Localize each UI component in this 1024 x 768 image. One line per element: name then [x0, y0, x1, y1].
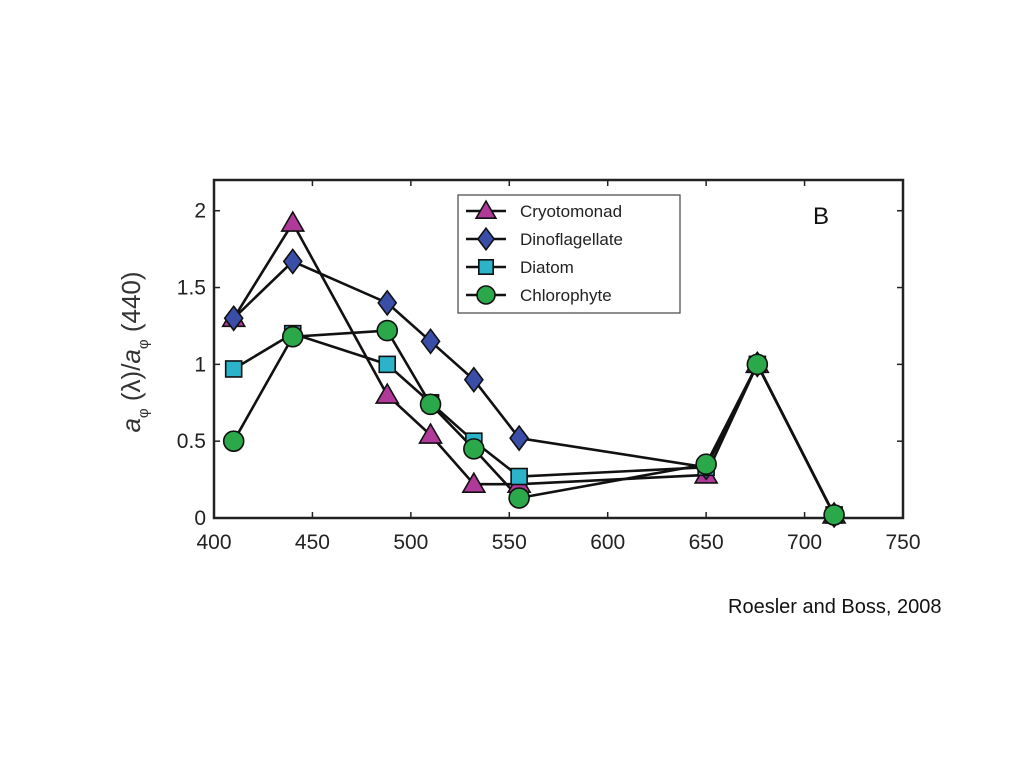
ylabel-end: (440)	[116, 271, 146, 339]
x-tick-label: 600	[590, 531, 625, 554]
x-tick-label: 650	[689, 531, 724, 554]
ylabel-sub1: φ	[135, 408, 152, 418]
diatom-point	[378, 355, 397, 374]
legend-marker-cryotomonad	[474, 199, 498, 219]
ylabel-mid: (λ)/	[116, 363, 146, 409]
legend-label-chlorophyte: Chlorophyte	[520, 286, 612, 305]
legend: Cryotomonad Dinoflagellate Diatom Chlorophy…	[457, 194, 681, 314]
y-tick-label: 0.5	[177, 430, 206, 453]
chlorophyte-point	[746, 353, 769, 376]
x-tick-label: 700	[787, 531, 822, 554]
ylabel-sub2: φ	[135, 339, 152, 349]
y-tick-label: 1.5	[177, 277, 206, 300]
legend-marker-diatom	[477, 258, 494, 275]
ylabel-a2: a	[116, 349, 146, 363]
x-tick-label: 750	[885, 531, 920, 554]
chlorophyte-point	[222, 430, 245, 452]
legend-label-diatom: Diatom	[520, 258, 574, 277]
chlorophyte-point	[463, 438, 485, 460]
legend-marker-dinoflagellate	[476, 226, 496, 252]
y-tick-label: 2	[194, 200, 206, 223]
dinoflagellate-point	[377, 289, 398, 317]
panel-label: B	[813, 203, 829, 230]
diatom-point	[510, 467, 528, 486]
cryotomonad-point	[461, 471, 487, 494]
y-tick-label: 0	[194, 507, 206, 530]
chlorophyte-point	[695, 453, 717, 476]
legend-marker-chlorophyte	[476, 285, 496, 305]
series-layer	[221, 210, 847, 529]
dinoflagellate-point	[282, 248, 303, 275]
axes: 400 450 500 550 600 650 700 750 0 0.5 1 1.5 2	[177, 180, 921, 554]
dinoflagellate-point	[223, 304, 244, 332]
citation: Roesler and Boss, 2008	[728, 596, 942, 618]
dinoflagellate-point	[463, 366, 484, 394]
chlorophyte-point	[376, 319, 399, 342]
diatom-point	[224, 360, 243, 378]
dinoflagellate-point	[509, 424, 530, 452]
dinoflagellate-point	[420, 327, 441, 355]
chlorophyte-point	[823, 504, 845, 526]
y-axis-label: aφ (λ)/aφ (440)	[116, 271, 152, 432]
ylabel-a1: a	[116, 418, 146, 432]
chlorophyte-point	[508, 487, 530, 509]
x-tick-label: 450	[295, 531, 330, 554]
chlorophyte-point	[419, 393, 442, 416]
x-tick-label: 400	[196, 531, 231, 554]
y-tick-label: 1	[194, 353, 206, 376]
cryotomonad-point	[374, 382, 400, 404]
x-tick-label: 550	[492, 531, 527, 554]
cryotomonad-point	[418, 422, 443, 444]
chlorophyte-point	[281, 325, 304, 348]
x-tick-label: 500	[393, 531, 428, 554]
legend-label-dinoflagellate: Dinoflagellate	[520, 230, 623, 249]
cryotomonad-point	[280, 210, 306, 232]
legend-label-cryotomonad: Cryotomonad	[520, 202, 622, 221]
